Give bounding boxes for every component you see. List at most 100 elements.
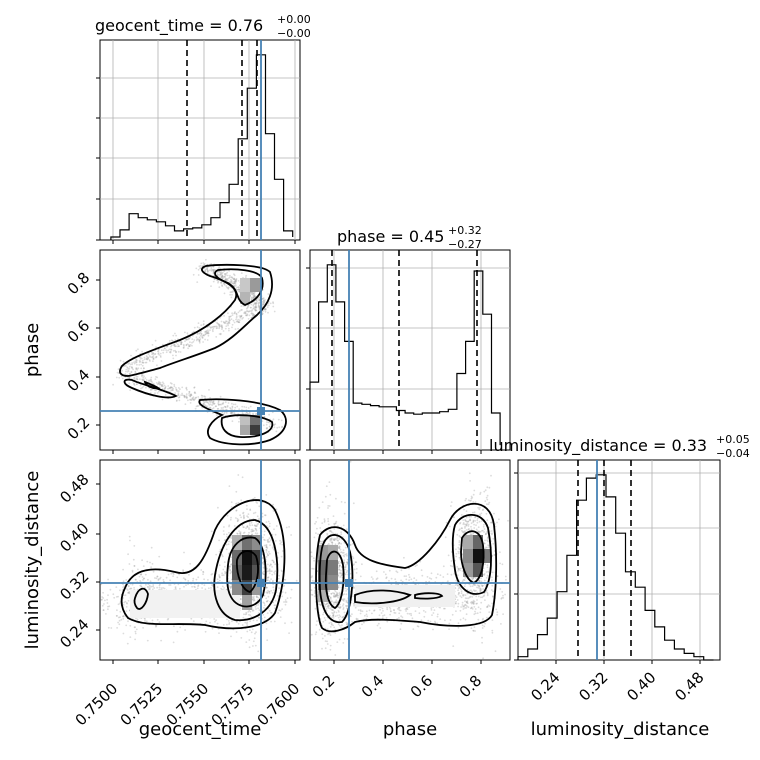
sample-point <box>212 271 215 273</box>
sample-point <box>263 606 265 609</box>
sample-point <box>148 359 151 361</box>
sample-point <box>161 384 163 387</box>
sample-point <box>386 608 389 611</box>
sample-point <box>289 597 292 599</box>
sample-point <box>105 613 107 615</box>
sample-point <box>181 386 184 389</box>
contours <box>119 263 287 446</box>
panel-frame <box>309 249 511 451</box>
sample-point <box>204 401 207 404</box>
sample-point <box>196 281 199 283</box>
sample-point <box>252 304 255 307</box>
sample-point <box>461 594 464 596</box>
sample-point <box>157 353 160 355</box>
sample-point <box>261 297 264 300</box>
sample-point <box>124 594 127 597</box>
sample-point <box>226 535 228 538</box>
sample-point <box>189 341 191 343</box>
sample-point <box>230 279 233 282</box>
sample-point <box>152 352 154 355</box>
sample-point <box>135 375 138 377</box>
sample-point <box>138 359 141 362</box>
sample-point <box>175 387 177 389</box>
sample-point <box>184 331 186 334</box>
sample-point <box>270 570 273 573</box>
sample-point <box>312 568 315 570</box>
sample-point <box>255 608 257 610</box>
sample-point <box>221 585 224 588</box>
sample-point <box>141 378 144 381</box>
sample-point <box>193 392 196 394</box>
sample-point <box>146 358 149 361</box>
sample-point <box>115 376 118 379</box>
sample-point <box>450 501 453 503</box>
sample-point <box>155 346 157 348</box>
sample-point <box>246 412 248 414</box>
sample-point <box>339 593 341 596</box>
sample-point <box>152 584 155 586</box>
sample-point <box>231 323 234 326</box>
sample-point <box>116 371 119 374</box>
sample-point <box>238 321 241 324</box>
sample-point <box>253 294 256 297</box>
sample-point <box>206 266 209 269</box>
sample-point <box>268 552 271 555</box>
sample-point <box>334 590 337 593</box>
sample-point <box>315 532 317 534</box>
sample-point <box>266 612 269 614</box>
sample-point <box>135 628 138 631</box>
sample-point <box>268 425 271 428</box>
sample-point <box>343 561 346 564</box>
sample-point <box>254 528 257 530</box>
sample-point <box>231 405 234 408</box>
sample-point <box>172 641 175 644</box>
sample-point <box>135 368 138 371</box>
sample-point <box>206 332 209 335</box>
sample-point <box>252 292 255 295</box>
sample-point <box>249 610 252 613</box>
sample-point <box>143 367 145 370</box>
sample-point <box>263 573 265 576</box>
sample-point <box>318 628 321 631</box>
sample-point <box>338 538 341 540</box>
sample-point <box>207 587 210 590</box>
sample-point <box>501 591 504 593</box>
sample-point <box>480 580 483 583</box>
sample-point <box>295 579 298 582</box>
sample-point <box>245 314 248 317</box>
sample-point <box>256 523 259 525</box>
sample-point <box>147 357 150 360</box>
sample-point <box>135 358 137 360</box>
sample-point <box>447 554 450 557</box>
panel-frame <box>99 39 301 241</box>
sample-point <box>473 489 476 492</box>
sample-point <box>463 579 466 582</box>
sample-point <box>237 622 240 625</box>
sample-point <box>493 554 496 556</box>
x-ticks <box>112 240 296 244</box>
sample-point <box>502 594 504 597</box>
sample-point <box>102 597 105 599</box>
sample-point <box>226 271 229 274</box>
sample-point <box>202 323 205 326</box>
sample-point <box>230 281 233 284</box>
sample-point <box>128 372 131 375</box>
sample-point <box>461 529 463 532</box>
sample-point <box>188 345 191 347</box>
sample-point <box>198 339 200 341</box>
sample-point <box>256 300 258 303</box>
sample-point <box>219 273 222 276</box>
sample-point <box>230 635 232 638</box>
title-sub: −0.27 <box>448 238 482 251</box>
sample-point <box>235 279 238 282</box>
sample-point <box>281 595 284 598</box>
sample-point <box>246 621 249 624</box>
sample-point <box>206 339 209 341</box>
sample-point <box>335 497 337 500</box>
sample-point <box>254 632 256 635</box>
sample-point <box>474 516 476 519</box>
sample-point <box>250 292 252 294</box>
sample-point <box>274 604 277 607</box>
sample-point <box>321 501 324 503</box>
sample-point <box>219 274 221 276</box>
